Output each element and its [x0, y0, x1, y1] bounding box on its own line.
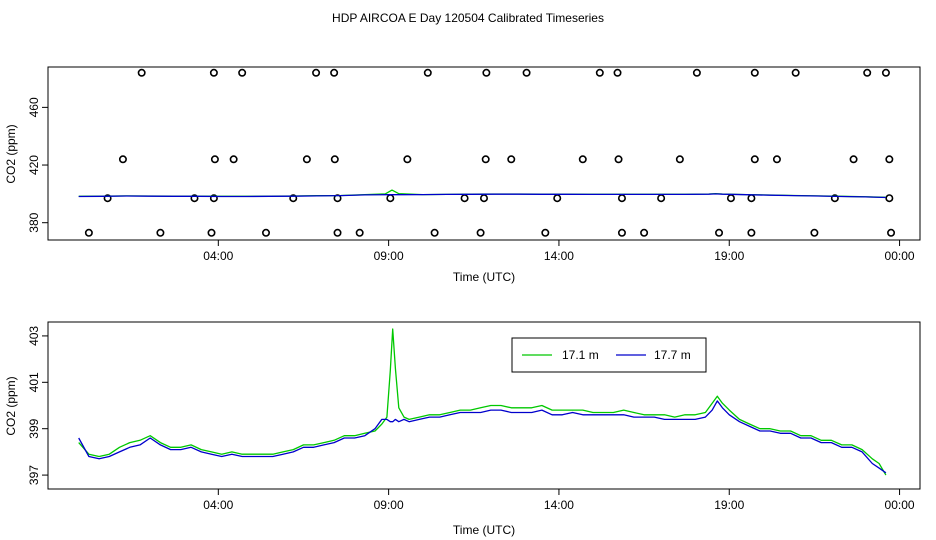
bottom-x-axis: 04:00 09:00 14:00 19:00 00:00 [203, 489, 915, 512]
top-scatter-point [330, 155, 339, 164]
top-scatter-point [430, 228, 439, 237]
top-scatter-point [507, 155, 516, 164]
top-scatter-point [479, 194, 488, 203]
bottom-y-tick-label: 399 [27, 418, 41, 438]
top-scatter-point [595, 68, 604, 77]
top-y-tick-label: 380 [27, 212, 41, 232]
bottom-x-tick-label: 19:00 [714, 498, 744, 512]
top-scatter-point [750, 155, 759, 164]
bottom-y-tick-label: 403 [27, 326, 41, 346]
top-scatter-point [190, 194, 199, 203]
top-scatter-point [355, 228, 364, 237]
top-marks [78, 68, 896, 237]
top-scatter-point [333, 228, 342, 237]
top-scatter-point [747, 228, 756, 237]
top-scatter-point [210, 155, 219, 164]
top-scatter-point [617, 194, 626, 203]
top-x-tick-label: 00:00 [885, 249, 915, 263]
top-scatter-point [617, 228, 626, 237]
top-scatter-point [885, 155, 894, 164]
top-scatter-point [726, 194, 735, 203]
legend-label-17-7m: 17.7 m [654, 348, 691, 362]
top-x-tick-label: 09:00 [374, 249, 404, 263]
top-scatter-point [423, 68, 432, 77]
top-scatter-point [312, 68, 321, 77]
top-scatter-point [830, 194, 839, 203]
top-scatter-point [640, 228, 649, 237]
top-scatter-point [330, 68, 339, 77]
top-scatter-point [881, 68, 890, 77]
top-scatter-point [692, 68, 701, 77]
top-scatter-point [613, 68, 622, 77]
top-scatter-point [675, 155, 684, 164]
top-panel: 04:00 09:00 14:00 19:00 00:00 380 420 460 Time… [4, 66, 921, 284]
bottom-x-axis-label: Time (UTC) [453, 523, 515, 537]
top-scatter-point [553, 194, 562, 203]
top-y-tick-label: 460 [27, 97, 41, 117]
bottom-series-line-17-7m [78, 400, 887, 474]
bottom-plot-frame [47, 321, 921, 490]
top-scatter-point [403, 155, 412, 164]
top-scatter-point [715, 228, 724, 237]
top-scatter-point [482, 68, 491, 77]
top-scatter-point [118, 155, 127, 164]
top-x-tick-label: 04:00 [203, 249, 233, 263]
top-scatter-point [229, 155, 238, 164]
bottom-x-tick-label: 09:00 [374, 498, 404, 512]
top-scatter-point [209, 68, 218, 77]
top-plot-frame [47, 66, 921, 241]
top-scatter-point [657, 194, 666, 203]
top-series-line-17-7m [78, 193, 886, 199]
top-y-axis: 380 420 460 [27, 97, 48, 233]
top-scatter-point [885, 194, 894, 203]
top-scatter-point [261, 228, 270, 237]
bottom-x-tick-label: 04:00 [203, 498, 233, 512]
top-scatter-point [747, 194, 756, 203]
top-scatter-point [302, 155, 311, 164]
top-scatter-point [209, 194, 218, 203]
top-scatter-point [541, 228, 550, 237]
bottom-x-tick-label: 00:00 [885, 498, 915, 512]
top-y-axis-label: CO2 (ppm) [4, 124, 18, 183]
top-scatter-point [137, 68, 146, 77]
top-scatter-point [156, 228, 165, 237]
top-scatter-point [460, 194, 469, 203]
chart-title: HDP AIRCOA E Day 120504 Calibrated Times… [332, 11, 604, 25]
top-scatter-point [887, 228, 896, 237]
top-x-tick-label: 14:00 [544, 249, 574, 263]
top-scatter-point [863, 68, 872, 77]
top-x-axis-label: Time (UTC) [453, 270, 515, 284]
legend: 17.1 m 17.7 m [511, 337, 707, 373]
top-scatter-point [84, 228, 93, 237]
bottom-x-tick-label: 14:00 [544, 498, 574, 512]
top-scatter-point [791, 68, 800, 77]
top-x-tick-label: 19:00 [714, 249, 744, 263]
top-scatter-point [772, 155, 781, 164]
bottom-y-axis-label: CO2 (ppm) [4, 376, 18, 435]
top-x-axis: 04:00 09:00 14:00 19:00 00:00 [203, 240, 915, 263]
top-scatter-point [750, 68, 759, 77]
top-scatter-point [614, 155, 623, 164]
top-scatter-point [578, 155, 587, 164]
bottom-y-tick-label: 401 [27, 372, 41, 392]
top-scatter-point [238, 68, 247, 77]
bottom-panel: 04:00 09:00 14:00 19:00 00:00 397 399 401 403 T… [4, 321, 921, 537]
top-scatter-point [810, 228, 819, 237]
top-scatter-point [386, 194, 395, 203]
top-scatter-point [103, 194, 112, 203]
top-scatter-point [481, 155, 490, 164]
bottom-y-tick-label: 397 [27, 465, 41, 485]
bottom-y-axis: 397 399 401 403 [27, 326, 48, 485]
top-scatter-point [522, 68, 531, 77]
top-scatter-point [849, 155, 858, 164]
bottom-series-line-17-1m [78, 328, 887, 476]
bottom-marks [78, 328, 887, 476]
top-y-tick-label: 420 [27, 155, 41, 175]
top-scatter-point [289, 194, 298, 203]
top-scatter-point [476, 228, 485, 237]
legend-label-17-1m: 17.1 m [562, 348, 599, 362]
top-scatter-point [207, 228, 216, 237]
